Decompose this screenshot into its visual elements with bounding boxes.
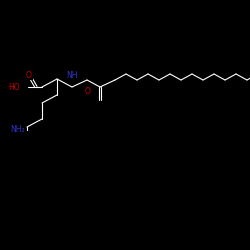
Text: O: O (85, 88, 91, 96)
Text: HO: HO (8, 82, 20, 92)
Text: NH₂: NH₂ (11, 126, 25, 134)
Text: NH: NH (66, 70, 78, 80)
Text: O: O (26, 70, 32, 80)
Text: NH: NH (66, 70, 78, 80)
Text: NH₂: NH₂ (11, 126, 25, 134)
Text: O: O (85, 88, 91, 96)
Text: O: O (26, 70, 32, 80)
Text: HO: HO (8, 82, 20, 92)
